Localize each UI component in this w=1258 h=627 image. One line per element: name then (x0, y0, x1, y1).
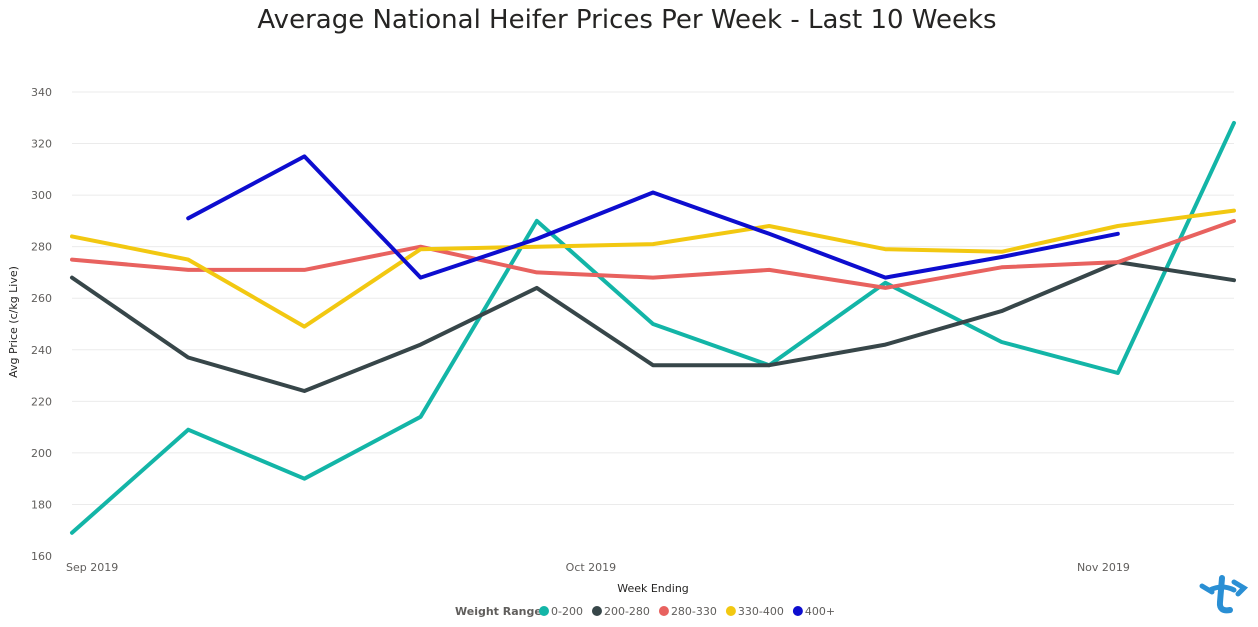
series-line-330-400 (70, 208, 1236, 329)
chart-title: Average National Heifer Prices Per Week … (257, 5, 996, 35)
y-tick-label: 340 (31, 86, 52, 99)
legend-item-400+[interactable]: 400+ (805, 605, 835, 618)
brand-logo (1199, 575, 1249, 614)
y-axis-label: Avg Price (c/kg Live) (7, 266, 20, 378)
y-tick-label: 220 (31, 395, 52, 408)
series-lines (70, 120, 1236, 535)
x-axis-label: Week Ending (617, 582, 689, 595)
series-line-0-200 (70, 120, 1236, 535)
legend-item-280-330[interactable]: 280-330 (671, 605, 717, 618)
x-tick-label: Sep 2019 (66, 561, 118, 574)
legend-marker-280-330[interactable] (658, 606, 669, 616)
legend-item-330-400[interactable]: 330-400 (738, 605, 784, 618)
y-tick-label: 260 (31, 292, 52, 305)
y-axis-ticks: 160 180 200 220 240 260 280 300 320 340 (31, 86, 52, 563)
y-tick-label: 200 (31, 447, 52, 460)
legend-marker-0-200[interactable] (539, 606, 549, 616)
legend-title: Weight Range (455, 605, 542, 618)
x-tick-label: Nov 2019 (1077, 561, 1130, 574)
legend[interactable]: Weight Range 0-200 200-280 280-330 330-400 40… (455, 605, 835, 618)
x-tick-label: Oct 2019 (566, 561, 617, 574)
x-axis-ticks: Sep 2019 Oct 2019 Nov 2019 (66, 561, 1130, 574)
y-tick-label: 160 (31, 550, 52, 563)
legend-item-0-200[interactable]: 0-200 (551, 605, 583, 618)
legend-marker-200-280[interactable] (591, 606, 602, 616)
legend-marker-330-400[interactable] (725, 606, 736, 616)
y-tick-label: 280 (31, 241, 52, 254)
series-line-400+ (186, 154, 1120, 280)
grid-lines (72, 91, 1234, 505)
y-tick-label: 300 (31, 189, 52, 202)
series-line-200-280 (70, 260, 1236, 393)
y-tick-label: 180 (31, 498, 52, 511)
series-line-280-330 (70, 218, 1236, 290)
legend-marker-400+[interactable] (792, 606, 803, 616)
legend-item-200-280[interactable]: 200-280 (604, 605, 650, 618)
y-tick-label: 240 (31, 344, 52, 357)
y-tick-label: 320 (31, 138, 52, 151)
